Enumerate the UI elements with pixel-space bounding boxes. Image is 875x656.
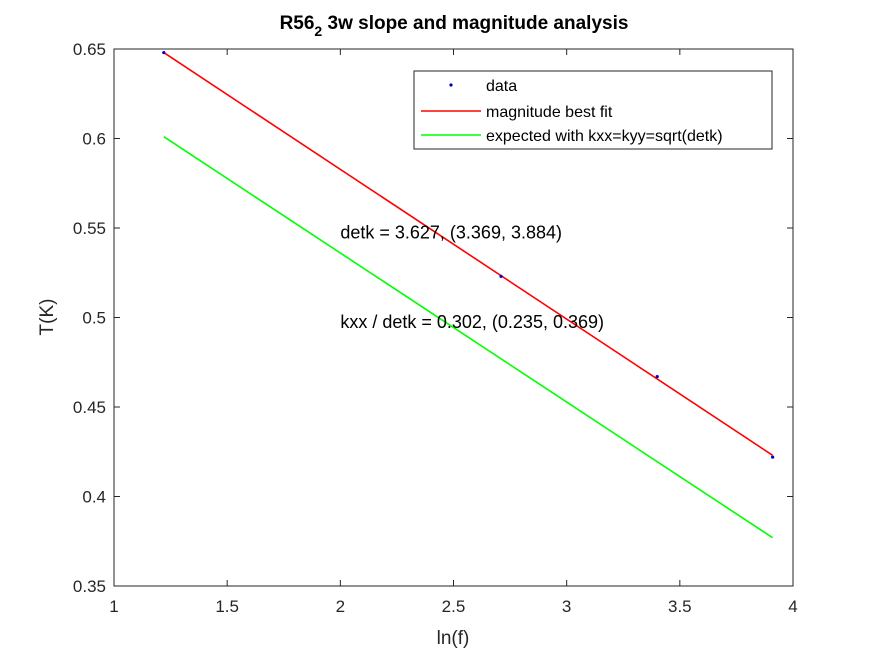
data-point <box>162 50 166 55</box>
data-point <box>499 274 503 278</box>
legend-label-expected: expected with kxx=kyy=sqrt(detk) <box>486 128 723 145</box>
annotation-0: detk = 3.627, (3.369, 3.884) <box>340 222 562 242</box>
data-point <box>771 455 775 459</box>
chart-title-rest: 3w slope and magnitude analysis <box>322 13 628 34</box>
chart-title: R562 3w slope and magnitude analysis <box>280 13 629 39</box>
legend-box <box>413 70 773 150</box>
x-tick-label: 4 <box>788 597 797 616</box>
y-tick-label: 0.4 <box>82 488 106 507</box>
annotations: detk = 3.627, (3.369, 3.884) kxx / detk =… <box>340 222 604 332</box>
x-tick-label: 3 <box>562 597 571 616</box>
y-tick-label: 0.45 <box>73 398 106 417</box>
x-tick-label: 2.5 <box>442 597 466 616</box>
x-tick-label: 1.5 <box>215 597 239 616</box>
series-layer <box>162 50 775 539</box>
x-axis-label: ln(f) <box>437 628 470 649</box>
y-tick-label: 0.5 <box>82 309 106 328</box>
chart-title-subscript: 2 <box>314 23 322 39</box>
y-tick-label: 0.35 <box>73 577 106 596</box>
legend-label-fit: magnitude best fit <box>486 104 613 121</box>
y-tick-label: 0.65 <box>73 40 106 59</box>
x-tick-label: 1 <box>109 597 118 616</box>
data-point <box>655 374 659 379</box>
annotation-1: kxx / detk = 0.302, (0.235, 0.369) <box>340 312 604 332</box>
y-tick-label: 0.55 <box>73 219 106 238</box>
legend-marker-data <box>449 83 453 87</box>
x-axis: 1 1.5 2 2.5 3 3.5 4 <box>109 49 798 616</box>
y-axis: 0.35 0.4 0.45 0.5 0.55 0.6 0.65 <box>73 40 793 596</box>
x-tick-label: 3.5 <box>668 597 692 616</box>
series-line-1 <box>163 51 774 456</box>
legend: data magnitude best fit expected with kx… <box>413 70 773 150</box>
x-tick-label: 2 <box>336 597 345 616</box>
y-tick-label: 0.6 <box>82 130 106 149</box>
legend-label-data: data <box>486 78 517 95</box>
y-axis-label: T(K) <box>37 299 58 336</box>
series-line-2 <box>163 136 774 539</box>
